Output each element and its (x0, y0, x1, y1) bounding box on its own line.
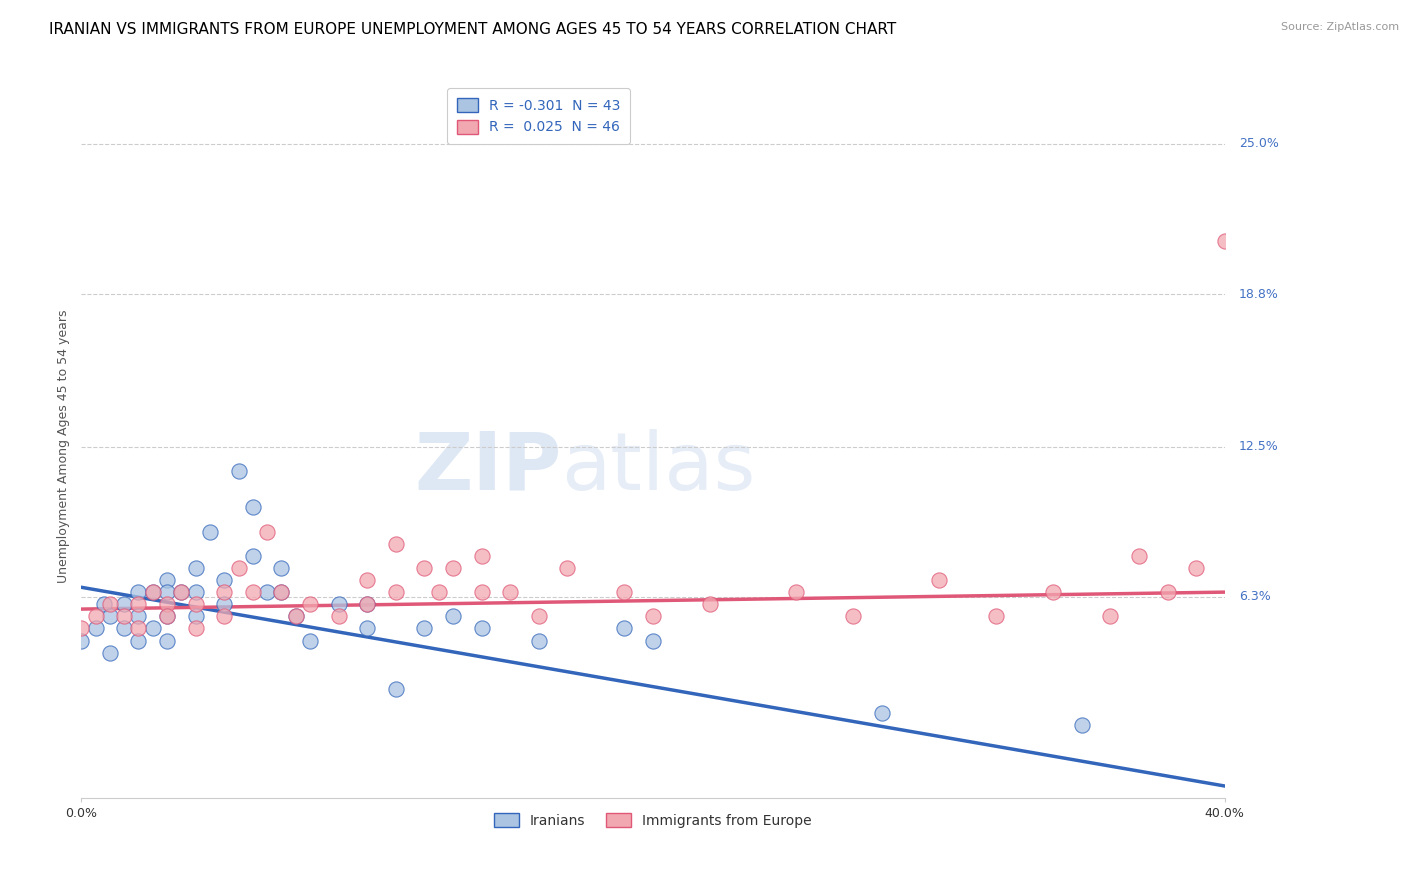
Point (1070, 718, 1092, 732)
Point (356, 622, 378, 636)
Point (1128, 549, 1150, 563)
Point (328, 609, 350, 624)
Point (70, 622, 93, 636)
Point (328, 597, 350, 611)
Point (1099, 609, 1122, 624)
Point (127, 633, 149, 648)
Point (284, 609, 307, 624)
Text: ZIP: ZIP (415, 429, 561, 507)
Point (212, 597, 235, 611)
Point (270, 585, 292, 599)
Point (1156, 585, 1178, 599)
Text: 25.0%: 25.0% (1239, 137, 1278, 150)
Point (441, 609, 464, 624)
Point (384, 536, 406, 550)
Point (1185, 561, 1208, 575)
Point (270, 585, 292, 599)
Point (127, 622, 149, 636)
Point (384, 585, 406, 599)
Point (470, 622, 492, 636)
Point (127, 585, 149, 599)
Point (142, 585, 165, 599)
Text: atlas: atlas (561, 429, 756, 507)
Point (298, 633, 321, 648)
Point (212, 585, 235, 599)
Point (184, 561, 207, 575)
Point (212, 573, 235, 587)
Point (127, 609, 149, 624)
Point (527, 633, 550, 648)
Point (441, 561, 464, 575)
Point (641, 633, 664, 648)
Point (156, 609, 179, 624)
Point (142, 585, 165, 599)
Point (356, 597, 378, 611)
Point (170, 585, 193, 599)
Point (170, 585, 193, 599)
Point (613, 585, 636, 599)
Point (427, 585, 450, 599)
Point (98, 646, 121, 660)
Point (270, 561, 292, 575)
Legend: Iranians, Immigrants from Europe: Iranians, Immigrants from Europe (488, 807, 818, 833)
Point (242, 500, 264, 515)
Point (212, 609, 235, 624)
Point (242, 585, 264, 599)
Point (228, 464, 250, 478)
Point (928, 573, 950, 587)
Point (184, 609, 207, 624)
Point (470, 549, 492, 563)
Point (785, 585, 807, 599)
Point (184, 585, 207, 599)
Point (256, 585, 278, 599)
Point (84, 622, 107, 636)
Point (84, 609, 107, 624)
Point (156, 573, 179, 587)
Point (356, 597, 378, 611)
Point (184, 597, 207, 611)
Y-axis label: Unemployment Among Ages 45 to 54 years: Unemployment Among Ages 45 to 54 years (58, 310, 70, 583)
Point (870, 706, 893, 721)
Point (1042, 585, 1064, 599)
Point (198, 524, 221, 539)
Point (156, 633, 179, 648)
Point (127, 597, 149, 611)
Point (613, 622, 636, 636)
Point (112, 622, 135, 636)
Text: Source: ZipAtlas.com: Source: ZipAtlas.com (1281, 22, 1399, 32)
Point (298, 597, 321, 611)
Point (98, 597, 121, 611)
Point (112, 597, 135, 611)
Text: 6.3%: 6.3% (1239, 591, 1271, 604)
Point (156, 585, 179, 599)
Point (641, 609, 664, 624)
Point (184, 622, 207, 636)
Point (98, 609, 121, 624)
Point (156, 609, 179, 624)
Text: 18.8%: 18.8% (1239, 287, 1278, 301)
Point (70, 633, 93, 648)
Point (242, 549, 264, 563)
Point (156, 597, 179, 611)
Point (842, 609, 865, 624)
Point (470, 585, 492, 599)
Point (527, 609, 550, 624)
Point (984, 609, 1007, 624)
Point (555, 561, 578, 575)
Point (384, 682, 406, 697)
Point (284, 609, 307, 624)
Text: IRANIAN VS IMMIGRANTS FROM EUROPE UNEMPLOYMENT AMONG AGES 45 TO 54 YEARS CORRELA: IRANIAN VS IMMIGRANTS FROM EUROPE UNEMPL… (49, 22, 897, 37)
Point (112, 609, 135, 624)
Point (356, 573, 378, 587)
Point (499, 585, 522, 599)
Point (413, 622, 436, 636)
Point (256, 524, 278, 539)
Point (699, 597, 721, 611)
Point (228, 561, 250, 575)
Point (1213, 234, 1236, 248)
Point (142, 622, 165, 636)
Text: 12.5%: 12.5% (1239, 441, 1278, 453)
Point (413, 561, 436, 575)
Point (93, 597, 115, 611)
